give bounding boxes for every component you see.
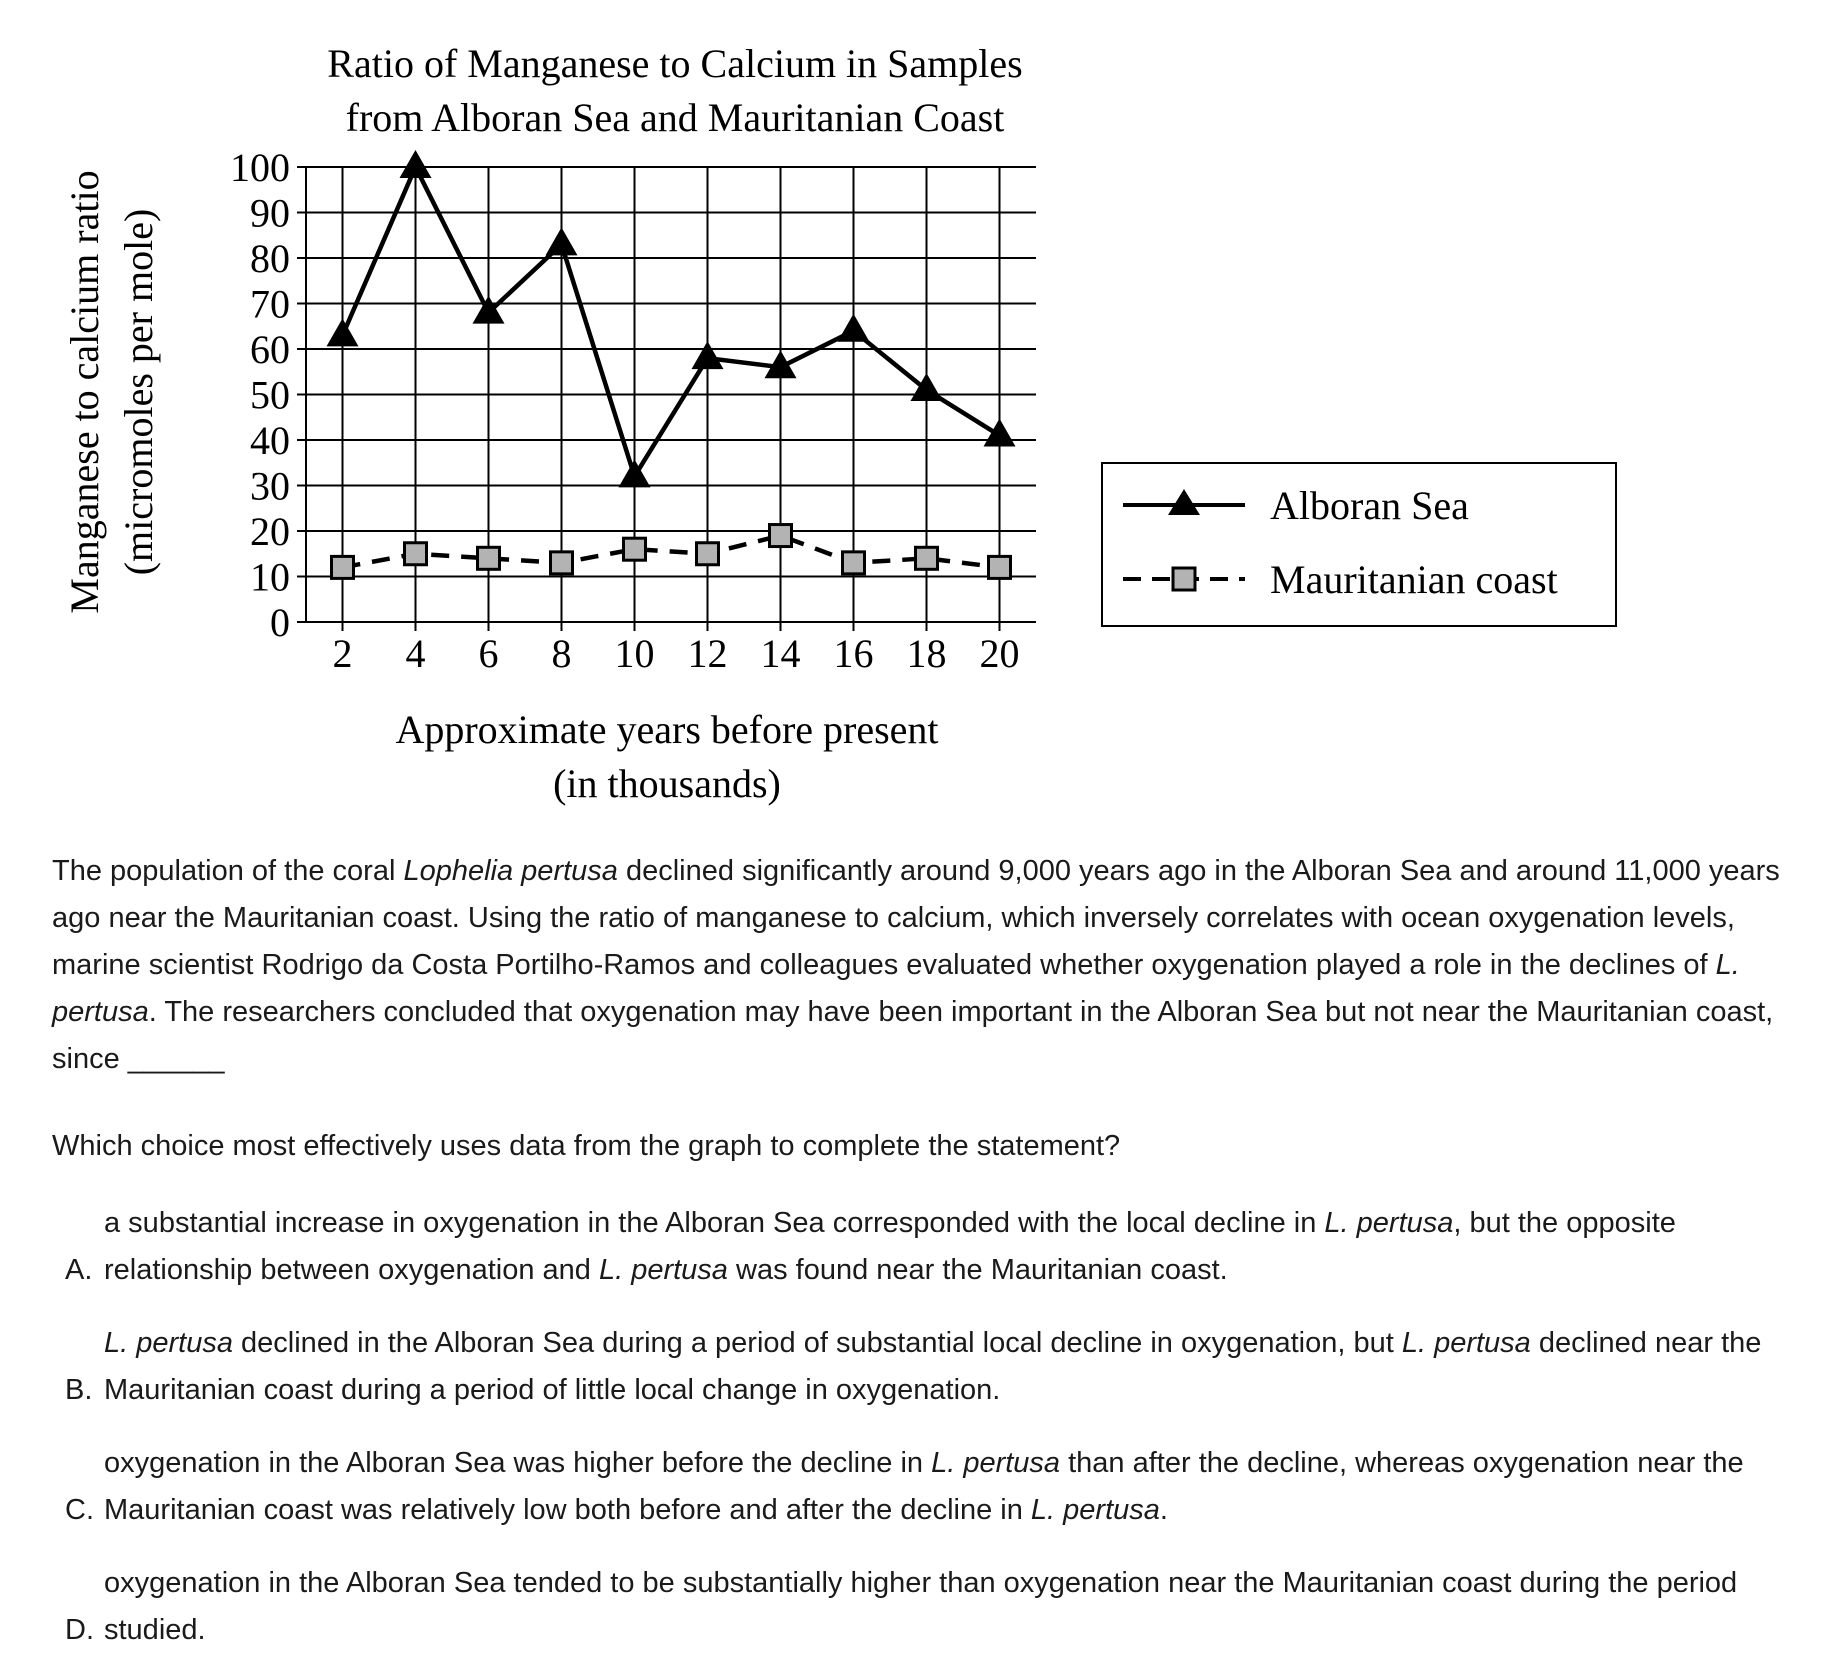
legend-mauritanian-marker [1171, 566, 1197, 592]
y-axis-label-line-2: (micromoles per mole) [116, 209, 161, 576]
species-name: L. pertusa [931, 1447, 1061, 1479]
chart-axes [297, 166, 1036, 631]
mauritanian-coast-data-point [476, 545, 501, 571]
mauritanian-coast-data-point [403, 541, 428, 567]
choice-text-part: than after the decline, whereas oxygenat… [104, 1447, 1744, 1526]
choice-text-part: , but the opposite relationship between … [104, 1207, 1676, 1286]
alboran-sea-data-point [399, 150, 432, 178]
mauritanian-coast-data-point [914, 545, 939, 571]
answer-choice-a[interactable]: A. a substantial increase in oxygenation … [52, 1200, 1792, 1294]
alboran-sea-data-point [618, 459, 651, 488]
x-tick-label: 12 [688, 631, 728, 676]
chart-legend: Alboran Sea Mauritanian coast [1101, 462, 1617, 627]
x-tick-label: 8 [552, 631, 572, 676]
answer-choice-d[interactable]: D. oxygenation in the Alboran Sea tended … [52, 1560, 1792, 1654]
legend-box [1101, 462, 1617, 627]
answer-choice-c[interactable]: C. oxygenation in the Alboran Sea was hig… [52, 1440, 1792, 1534]
x-tick-label: 4 [406, 631, 426, 676]
alboran-sea-data-point [472, 295, 505, 324]
legend-alboran-label: Alboran Sea [1270, 483, 1469, 528]
chart-series-markers [326, 150, 1016, 580]
x-tick-label: 18 [907, 631, 947, 676]
y-tick-label: 30 [250, 464, 290, 509]
passage-part-2: declined significantly around 9,000 year… [52, 855, 1780, 981]
x-tick-label: 10 [615, 631, 655, 676]
x-tick-label: 2 [333, 631, 353, 676]
choice-letter: A. [65, 1254, 93, 1286]
choice-text-part: . [1159, 1494, 1168, 1526]
legend-alboran-marker [1168, 489, 1200, 515]
choice-text-part: declined in the Alboran Sea during a per… [232, 1327, 1402, 1359]
choice-letter: D. [65, 1614, 94, 1646]
choice-letter: B. [65, 1374, 93, 1406]
y-tick-label: 50 [250, 373, 290, 418]
chart-grid [306, 166, 1036, 622]
species-name: L. pertusa [1324, 1207, 1454, 1239]
y-tick-label: 70 [250, 282, 290, 327]
y-tick-label: 20 [250, 509, 290, 554]
mauritanian-coast-data-point [695, 541, 720, 567]
answer-choice-b[interactable]: B. L. pertusa declined in the Alboran Sea… [52, 1320, 1792, 1414]
species-name: L. pertusa [598, 1254, 728, 1286]
x-axis-label-line-2: (in thousands) [553, 761, 781, 806]
species-name: L. pertusa [1401, 1327, 1531, 1359]
species-name-full: Lophelia pertusa [403, 855, 618, 887]
mauritanian-coast-data-point [841, 550, 866, 576]
species-name: L. pertusa [104, 1327, 233, 1359]
question-prompt: Which choice most effectively uses data … [52, 1130, 1121, 1162]
alboran-sea-data-point [983, 418, 1016, 447]
alboran-sea-data-point [545, 227, 578, 256]
passage: The population of the coral Lophelia per… [52, 848, 1792, 1083]
legend-mauritanian-label: Mauritanian coast [1270, 557, 1558, 602]
mauritanian-coast-data-point [987, 554, 1012, 580]
choice-text-part: declined near the Mauritanian coast duri… [104, 1327, 1762, 1406]
alboran-sea-data-point [326, 318, 359, 347]
mauritanian-coast-data-point [330, 554, 355, 580]
choice-text-part: oxygenation in the Alboran Sea tended to… [104, 1567, 1738, 1646]
choice-text-part: a substantial increase in oxygenation in… [104, 1207, 1325, 1239]
x-axis-label-line-1: Approximate years before present [395, 707, 938, 752]
choice-text-part: oxygenation in the Alboran Sea was highe… [104, 1447, 932, 1479]
mauritanian-coast-data-point [549, 550, 574, 576]
x-tick-label: 6 [479, 631, 499, 676]
alboran-sea-data-point [837, 313, 870, 342]
passage-part-3: . The researchers concluded that oxygena… [52, 996, 1774, 1075]
alboran-sea-data-point [764, 350, 797, 379]
x-tick-label: 20 [980, 631, 1020, 676]
x-axis-tick-labels: 2 4 6 8 10 12 14 16 18 20 [333, 631, 1020, 676]
y-tick-label: 90 [250, 191, 290, 236]
y-tick-label: 40 [250, 418, 290, 463]
question-block: The population of the coral Lophelia per… [52, 848, 1792, 1654]
y-tick-label: 0 [270, 600, 290, 645]
species-name: L. pertusa [1030, 1494, 1160, 1526]
y-tick-label: 80 [250, 236, 290, 281]
choice-text: oxygenation in the Alboran Sea was highe… [104, 1440, 1792, 1534]
y-tick-label: 100 [230, 145, 290, 190]
species-name-short: L. pertusa [52, 949, 1740, 1028]
chart-title-line-1: Ratio of Manganese to Calcium in Samples [327, 41, 1022, 86]
y-tick-label: 10 [250, 555, 290, 600]
choice-text: L. pertusa declined in the Alboran Sea d… [104, 1320, 1792, 1414]
alboran-sea-data-point [910, 372, 943, 401]
chart-series-lines [340, 161, 1001, 570]
choice-text-part: was found near the Mauritanian coast. [727, 1254, 1228, 1286]
x-tick-label: 14 [761, 631, 801, 676]
chart-title-line-2: from Alboran Sea and Mauritanian Coast [346, 95, 1005, 140]
mauritanian-coast-data-point [768, 523, 793, 549]
x-tick-label: 16 [834, 631, 874, 676]
choice-text: a substantial increase in oxygenation in… [104, 1200, 1792, 1294]
passage-part-1: The population of the coral [52, 855, 404, 887]
mauritanian-coast-data-point [622, 536, 647, 562]
y-tick-label: 60 [250, 327, 290, 372]
answer-choices: A. a substantial increase in oxygenation … [52, 1200, 1792, 1654]
alboran-sea-data-point [691, 341, 724, 370]
y-axis-label-line-1: Manganese to calcium ratio [62, 170, 107, 613]
choice-text: oxygenation in the Alboran Sea tended to… [104, 1560, 1792, 1654]
choice-letter: C. [65, 1494, 94, 1526]
mauritanian-coast-series-line [342, 533, 1000, 570]
alboran-sea-series-line [340, 161, 1001, 482]
